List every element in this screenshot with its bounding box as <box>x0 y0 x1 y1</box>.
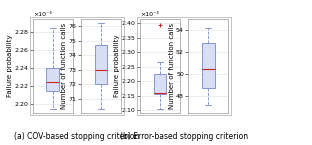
Text: (b) Error-based stopping criterion: (b) Error-based stopping criterion <box>120 132 248 141</box>
Y-axis label: Number of function calls: Number of function calls <box>61 23 67 109</box>
Y-axis label: Number of function calls: Number of function calls <box>168 23 174 109</box>
Text: ×10⁻³: ×10⁻³ <box>33 12 51 17</box>
PathPatch shape <box>202 43 215 88</box>
PathPatch shape <box>46 68 59 91</box>
Text: (a) COV-based stopping criterion: (a) COV-based stopping criterion <box>14 132 140 141</box>
Y-axis label: Failure probability: Failure probability <box>115 35 120 97</box>
Y-axis label: Failure probability: Failure probability <box>7 35 13 97</box>
PathPatch shape <box>154 74 166 94</box>
PathPatch shape <box>95 45 107 84</box>
Text: ×10⁻³: ×10⁻³ <box>140 12 158 17</box>
